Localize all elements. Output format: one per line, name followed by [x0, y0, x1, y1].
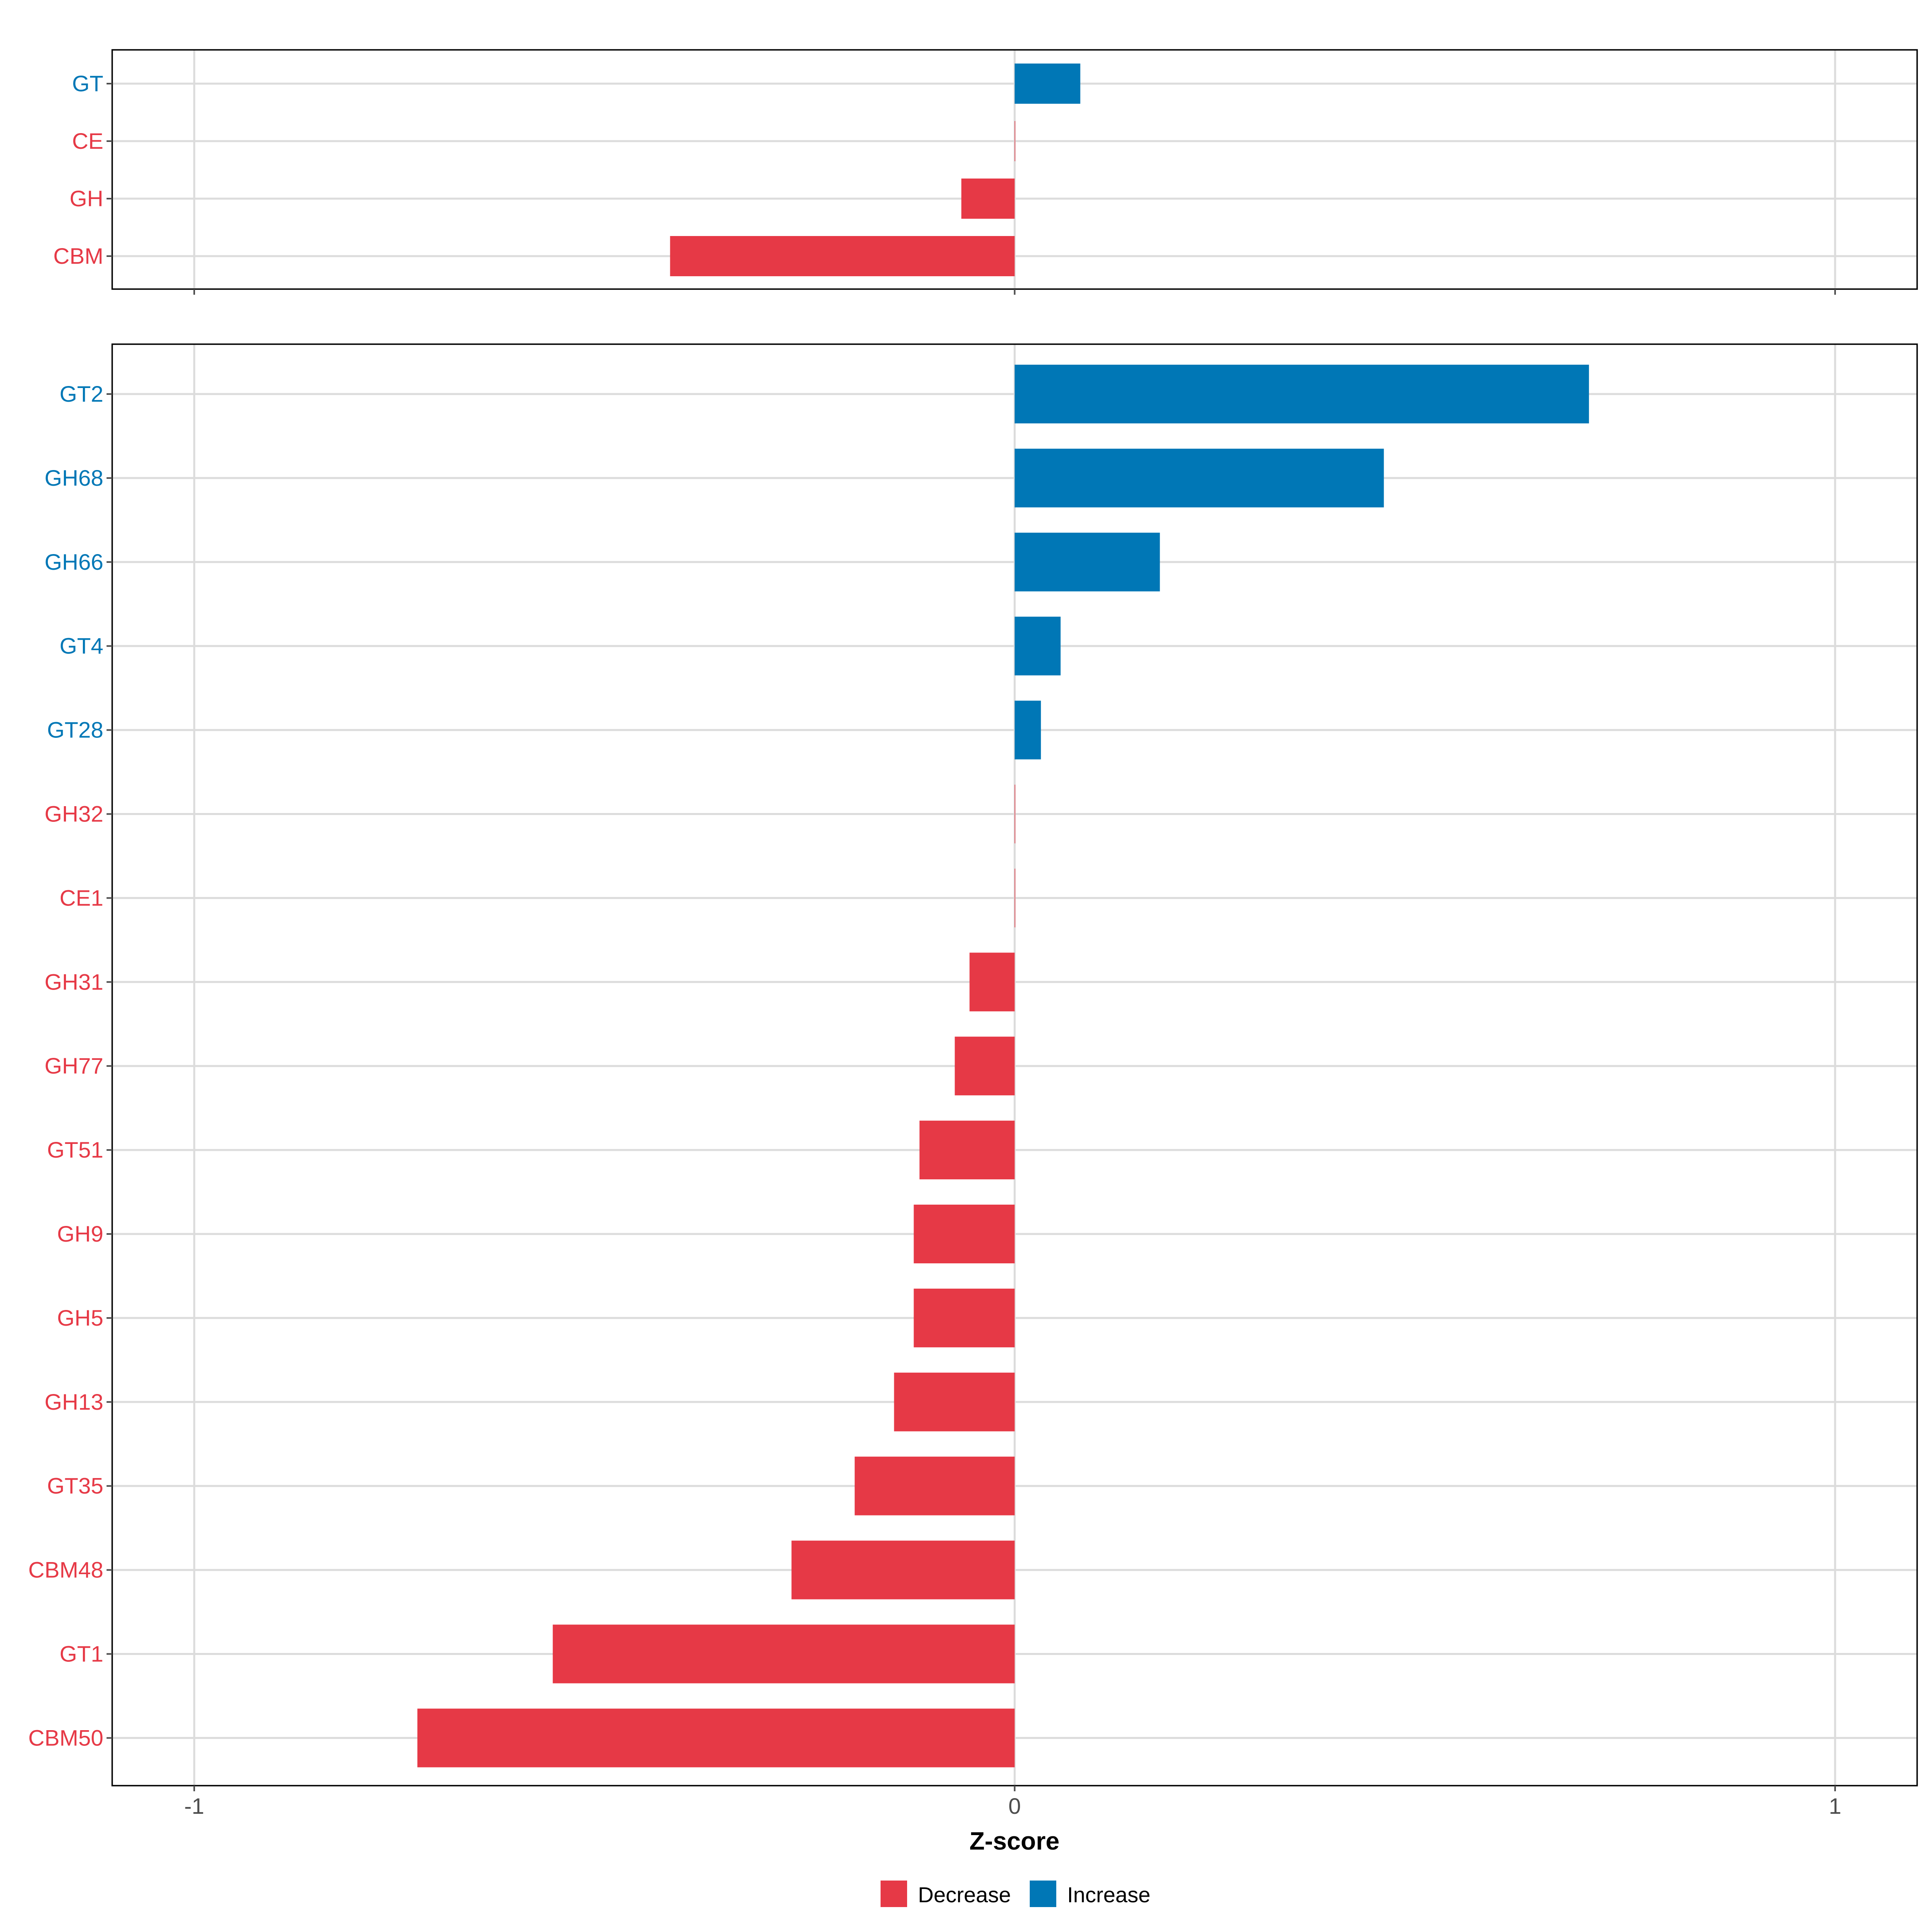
bar-gh66 [1014, 532, 1160, 591]
bar-ce [1014, 121, 1015, 161]
bar-gt2 [1014, 365, 1589, 423]
y-tick-label: CBM48 [28, 1557, 103, 1583]
bar-cbm48 [791, 1540, 1015, 1599]
bar-gh5 [914, 1288, 1015, 1347]
x-tick-label: -1 [184, 1793, 204, 1819]
y-tick-label: GT [72, 71, 103, 96]
y-tick-label: CE [72, 128, 103, 154]
y-tick-label: CBM [53, 243, 103, 269]
y-tick-label: GT2 [60, 381, 103, 407]
legend-label-increase: Increase [1067, 1883, 1150, 1907]
bar-cbm [670, 236, 1015, 276]
y-tick-label: GH77 [45, 1053, 103, 1078]
y-tick-label: GH9 [57, 1221, 103, 1246]
bar-gt35 [854, 1456, 1015, 1515]
bar-gt4 [1014, 616, 1061, 675]
y-tick-label: GT35 [47, 1473, 103, 1499]
y-tick-label: GH31 [45, 969, 103, 994]
bottom-panel: GT2 GH68 GH66 GT4 GT28 GH32 CE1 GH31 GH77 GT51 GH9… [28, 343, 1918, 1819]
bar-gt28 [1014, 700, 1041, 760]
y-tick-label: GT1 [60, 1641, 103, 1667]
bar-gt1 [552, 1624, 1015, 1684]
bar-cbm50 [417, 1708, 1015, 1768]
bar-gh68 [1014, 448, 1384, 507]
legend-swatch-increase [1030, 1881, 1056, 1907]
bar-gh31 [969, 953, 1015, 1012]
y-tick-label: GH68 [45, 465, 103, 491]
legend-swatch-decrease [881, 1881, 907, 1907]
y-tick-label: GT28 [47, 717, 103, 743]
bar-gh32 [1014, 784, 1015, 844]
x-tick-label: 1 [1829, 1793, 1841, 1819]
legend-label-decrease: Decrease [918, 1883, 1011, 1907]
bar-gt [1014, 64, 1080, 104]
y-tick-label: GT51 [47, 1137, 103, 1162]
y-tick-label: CBM50 [28, 1725, 103, 1750]
x-tick-label: 0 [1008, 1793, 1021, 1819]
top-panel: GT CE GH CBM [53, 49, 1918, 295]
bar-gh [961, 179, 1015, 219]
y-tick-label: GT4 [60, 633, 103, 659]
x-axis-title: Z-score [969, 1827, 1059, 1855]
bar-gh77 [955, 1037, 1015, 1096]
y-tick-label: GH32 [45, 801, 103, 827]
bar-gh9 [914, 1205, 1015, 1263]
y-tick-label: GH [70, 186, 103, 211]
bar-gh13 [894, 1372, 1015, 1431]
legend: Decrease Increase [881, 1881, 1150, 1907]
y-tick-label: GH5 [57, 1305, 103, 1330]
bar-ce1 [1014, 868, 1015, 928]
bar-gt51 [919, 1121, 1015, 1180]
y-tick-label: CE1 [60, 885, 103, 910]
y-tick-label: GH66 [45, 549, 103, 575]
y-tick-label: GH13 [45, 1389, 103, 1415]
